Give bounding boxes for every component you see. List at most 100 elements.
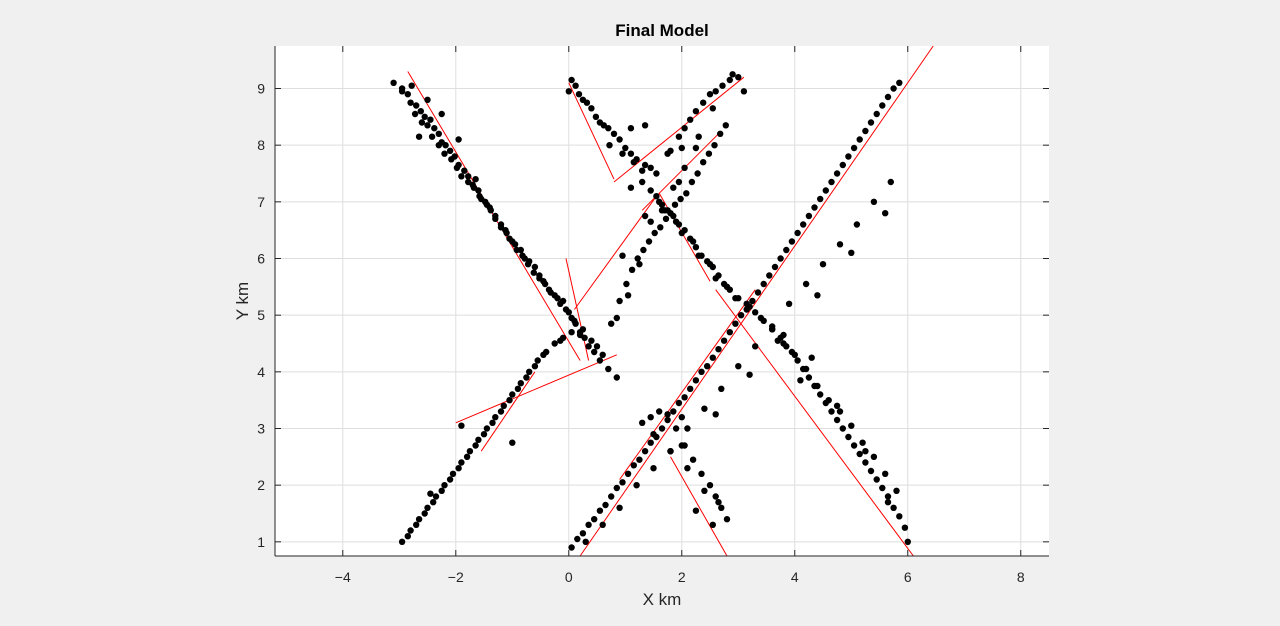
data-point — [441, 150, 448, 157]
data-point — [571, 317, 578, 324]
data-point — [712, 275, 719, 282]
data-point — [506, 397, 513, 404]
y-tick-label: 7 — [257, 194, 265, 210]
data-point — [681, 125, 688, 132]
data-point — [661, 207, 668, 214]
data-point — [681, 394, 688, 401]
data-point — [828, 178, 835, 186]
data-point — [446, 147, 454, 154]
fault-line — [619, 289, 756, 480]
data-point — [619, 252, 626, 259]
data-point — [554, 295, 561, 302]
data-point — [893, 487, 900, 494]
data-point — [695, 252, 702, 259]
data-point — [466, 448, 474, 455]
data-point — [678, 414, 685, 421]
data-point — [619, 150, 626, 157]
data-point — [752, 309, 759, 316]
data-point — [411, 110, 419, 118]
data-point — [623, 280, 630, 288]
data-point — [572, 82, 579, 89]
data-point — [526, 368, 533, 375]
data-point — [671, 201, 679, 208]
scatter-points — [390, 71, 911, 551]
data-point — [647, 439, 654, 446]
data-point — [438, 487, 445, 494]
data-point — [519, 252, 526, 259]
data-point — [817, 391, 824, 398]
data-point — [585, 343, 592, 350]
data-point — [672, 425, 680, 432]
data-point — [805, 374, 813, 381]
data-point — [588, 105, 595, 112]
data-point — [424, 122, 431, 129]
data-point — [780, 331, 787, 339]
data-point — [455, 136, 462, 143]
data-point — [647, 164, 654, 171]
data-point — [890, 504, 897, 511]
data-point — [904, 538, 911, 545]
data-point — [619, 479, 626, 486]
data-point — [568, 76, 575, 84]
data-point — [836, 408, 844, 415]
data-point — [706, 261, 714, 268]
data-point — [856, 450, 863, 458]
data-point — [509, 439, 516, 446]
data-point — [664, 150, 671, 157]
data-point — [839, 161, 846, 169]
data-point — [794, 229, 801, 237]
y-tick-label: 1 — [257, 534, 265, 550]
data-point — [431, 125, 438, 132]
data-point — [859, 439, 866, 446]
data-point — [551, 340, 558, 347]
data-point — [472, 176, 479, 183]
data-point — [675, 399, 683, 407]
data-point — [557, 337, 564, 344]
data-point — [599, 521, 606, 528]
data-point — [421, 113, 428, 121]
x-tick-label: 2 — [678, 569, 686, 585]
data-point — [887, 178, 894, 186]
data-point — [709, 354, 716, 361]
data-point — [715, 346, 722, 353]
data-point — [692, 108, 700, 115]
data-point — [641, 161, 649, 169]
data-point — [695, 133, 702, 140]
data-point — [777, 255, 784, 262]
data-point — [672, 218, 680, 225]
data-point — [653, 193, 660, 200]
data-point — [684, 465, 691, 472]
data-point — [862, 127, 869, 135]
y-tick-label: 9 — [257, 81, 265, 97]
data-point — [817, 195, 824, 203]
data-point — [427, 490, 434, 497]
data-point — [448, 156, 455, 163]
data-point — [701, 487, 708, 494]
x-tick-label: 8 — [1017, 569, 1025, 585]
data-point — [901, 524, 909, 531]
data-point — [413, 521, 420, 528]
data-point — [896, 79, 903, 87]
data-point — [743, 306, 750, 313]
x-axis-label: X km — [643, 590, 682, 609]
data-point — [692, 144, 700, 152]
data-point — [509, 238, 516, 245]
data-point — [650, 465, 657, 472]
data-point — [712, 493, 719, 500]
data-point — [390, 79, 397, 87]
data-point — [884, 493, 892, 500]
data-point — [647, 187, 654, 194]
data-point — [726, 76, 733, 84]
data-point — [656, 198, 663, 205]
data-point — [641, 122, 649, 129]
data-point — [722, 122, 729, 129]
data-point — [503, 229, 510, 237]
data-point — [692, 244, 700, 251]
data-point — [715, 499, 722, 506]
data-point — [432, 493, 440, 500]
data-point — [583, 99, 591, 106]
data-point — [472, 442, 479, 449]
data-point — [517, 380, 524, 387]
data-point — [828, 408, 835, 415]
